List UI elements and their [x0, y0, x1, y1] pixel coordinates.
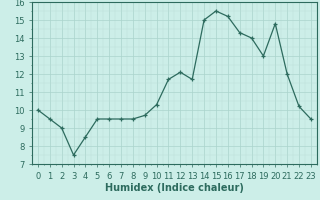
X-axis label: Humidex (Indice chaleur): Humidex (Indice chaleur): [105, 183, 244, 193]
